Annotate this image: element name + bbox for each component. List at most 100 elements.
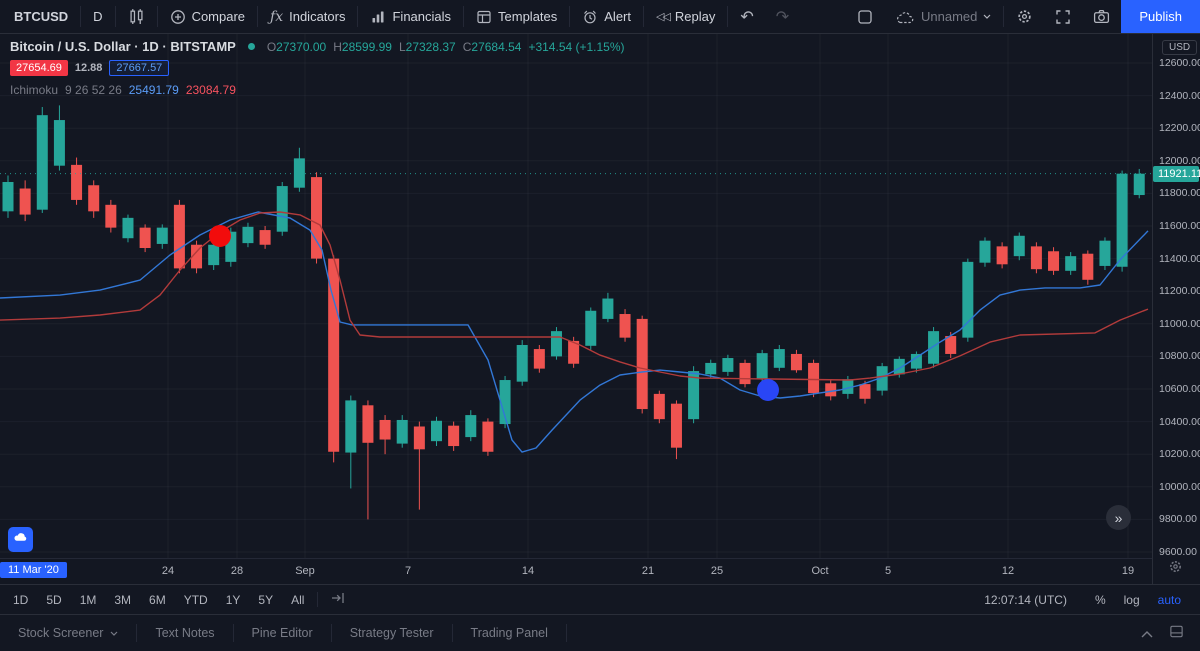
- range-button-ytd[interactable]: YTD: [175, 585, 217, 614]
- tradingview-logo[interactable]: [8, 527, 33, 552]
- indicators-button[interactable]: ƒx Indicators: [259, 0, 356, 33]
- range-button-5d[interactable]: 5D: [37, 585, 70, 614]
- scroll-to-realtime-button[interactable]: »: [1106, 505, 1131, 530]
- candle-body: [105, 204, 117, 228]
- candle-body: [1048, 251, 1060, 271]
- candle-body: [619, 314, 631, 338]
- candle-body: [71, 164, 83, 200]
- interval-button[interactable]: D: [82, 0, 113, 33]
- range-button-1y[interactable]: 1Y: [217, 585, 250, 614]
- candle-body: [585, 310, 597, 346]
- redo-button[interactable]: ↷: [765, 0, 800, 33]
- auto-scale-button[interactable]: auto: [1149, 593, 1190, 607]
- tab-strategy-tester[interactable]: Strategy Tester: [332, 615, 452, 651]
- tab-divider: [136, 624, 138, 642]
- time-axis[interactable]: 24 28 Sep 7 14 21 25 Oct 5 12 19 11 Mar '20: [0, 558, 1152, 584]
- tab-trading-panel[interactable]: Trading Panel: [453, 615, 566, 651]
- indicator-value-2: 23084.79: [185, 83, 236, 97]
- ichimoku-red-line: [0, 211, 1149, 381]
- candle-body: [36, 115, 48, 210]
- tab-divider: [232, 624, 234, 642]
- symbol-button[interactable]: BTCUSD: [0, 0, 79, 33]
- market-status-dot[interactable]: [247, 43, 255, 50]
- buy-price-button[interactable]: 27667.57: [109, 60, 170, 76]
- range-button-6m[interactable]: 6M: [140, 585, 175, 614]
- candle-body: [842, 379, 854, 394]
- symbol-title[interactable]: Bitcoin / U.S. Dollar · 1D · BITSTAMP: [10, 39, 236, 54]
- candle-body: [1116, 173, 1128, 267]
- multichart-checkbox-button[interactable]: [846, 0, 884, 33]
- range-button-1m[interactable]: 1M: [71, 585, 106, 614]
- candle-body: [276, 186, 288, 232]
- replay-button[interactable]: ◁◁ Replay: [645, 0, 726, 33]
- open-value: 27370.00: [276, 39, 327, 54]
- time-axis-label: Oct: [811, 565, 829, 577]
- blue-circle-marker[interactable]: [757, 378, 779, 401]
- range-button-3m[interactable]: 3M: [105, 585, 140, 614]
- currency-badge[interactable]: USD: [1162, 40, 1198, 55]
- templates-icon: [476, 9, 492, 25]
- candle-body: [996, 246, 1008, 265]
- panel-layout-icon: [1169, 624, 1184, 642]
- camera-icon: [1093, 8, 1110, 25]
- clock-display[interactable]: 12:07:14 (UTC): [984, 592, 1067, 607]
- publish-button[interactable]: Publish: [1121, 0, 1200, 33]
- financials-button[interactable]: Financials: [359, 0, 462, 33]
- range-button-5y[interactable]: 5Y: [249, 585, 282, 614]
- tab-stock-screener[interactable]: Stock Screener: [0, 615, 136, 651]
- alarm-clock-icon: [582, 9, 598, 25]
- time-axis-label: 28: [230, 565, 244, 577]
- snapshot-button[interactable]: [1082, 0, 1121, 33]
- price-axis[interactable]: USD 12600.00 12400.00 12200.00 12000.00 1180…: [1152, 34, 1200, 584]
- candle-body: [722, 358, 734, 372]
- range-button-1d[interactable]: 1D: [4, 585, 37, 614]
- panel-collapse-button[interactable]: [1135, 620, 1159, 647]
- percent-scale-button[interactable]: %: [1086, 593, 1115, 607]
- candle-body: [345, 400, 357, 453]
- cloud-icon: [895, 10, 915, 24]
- red-circle-marker[interactable]: [209, 224, 231, 247]
- fullscreen-icon: [1055, 9, 1071, 25]
- settings-button[interactable]: [1005, 0, 1044, 33]
- range-button-all[interactable]: All: [282, 585, 313, 614]
- templates-button[interactable]: Templates: [465, 0, 568, 33]
- toolbar-divider: [643, 6, 644, 27]
- tab-pine-editor[interactable]: Pine Editor: [234, 615, 331, 651]
- tradingview-logo-icon: [13, 530, 28, 550]
- checkbox-icon: [857, 9, 873, 25]
- toolbar-divider: [727, 6, 729, 27]
- undo-button[interactable]: ↶: [729, 0, 764, 33]
- low-label: L: [398, 39, 406, 54]
- toolbar-divider: [357, 6, 359, 27]
- tab-divider: [330, 624, 332, 642]
- chart-region: Bitcoin / U.S. Dollar · 1D · BITSTAMP O2…: [0, 34, 1152, 584]
- candle-body: [396, 419, 408, 444]
- tab-text-notes[interactable]: Text Notes: [137, 615, 232, 651]
- sell-price-button[interactable]: 27654.69: [10, 60, 68, 76]
- compare-button[interactable]: Compare: [159, 0, 256, 33]
- range-toolbar: 1D 5D 1M 3M 6M YTD 1Y 5Y All 12:07:14 (UTC) % lo…: [0, 584, 1200, 614]
- close-label: C: [462, 39, 472, 54]
- time-axis-label: 14: [521, 565, 535, 577]
- chart-style-button[interactable]: [117, 0, 156, 33]
- axis-settings-icon[interactable]: [1168, 559, 1183, 579]
- go-to-date-button[interactable]: [322, 585, 354, 614]
- candle-body: [962, 261, 974, 338]
- fullscreen-button[interactable]: [1044, 0, 1082, 33]
- bid-ask-row: 27654.69 12.88 27667.57: [10, 60, 625, 76]
- candle-body: [362, 405, 374, 443]
- log-scale-button[interactable]: log: [1115, 593, 1149, 607]
- candle-body: [688, 371, 700, 420]
- candlestick-chart[interactable]: [0, 34, 1152, 558]
- candle-body: [19, 188, 31, 215]
- fx-icon: ƒx: [270, 8, 284, 25]
- tab-label: Text Notes: [155, 626, 215, 640]
- indicator-name[interactable]: Ichimoku: [10, 83, 59, 97]
- alert-button[interactable]: Alert: [571, 0, 642, 33]
- panel-layout-button[interactable]: [1163, 618, 1190, 648]
- toolbar-divider: [80, 6, 82, 27]
- candle-body: [242, 226, 254, 244]
- layout-save-button[interactable]: Unnamed: [884, 0, 1002, 33]
- ohlc-values: O27370.00 H28599.99 L27328.37 C27684.54 …: [267, 40, 625, 54]
- candle-body: [259, 230, 271, 245]
